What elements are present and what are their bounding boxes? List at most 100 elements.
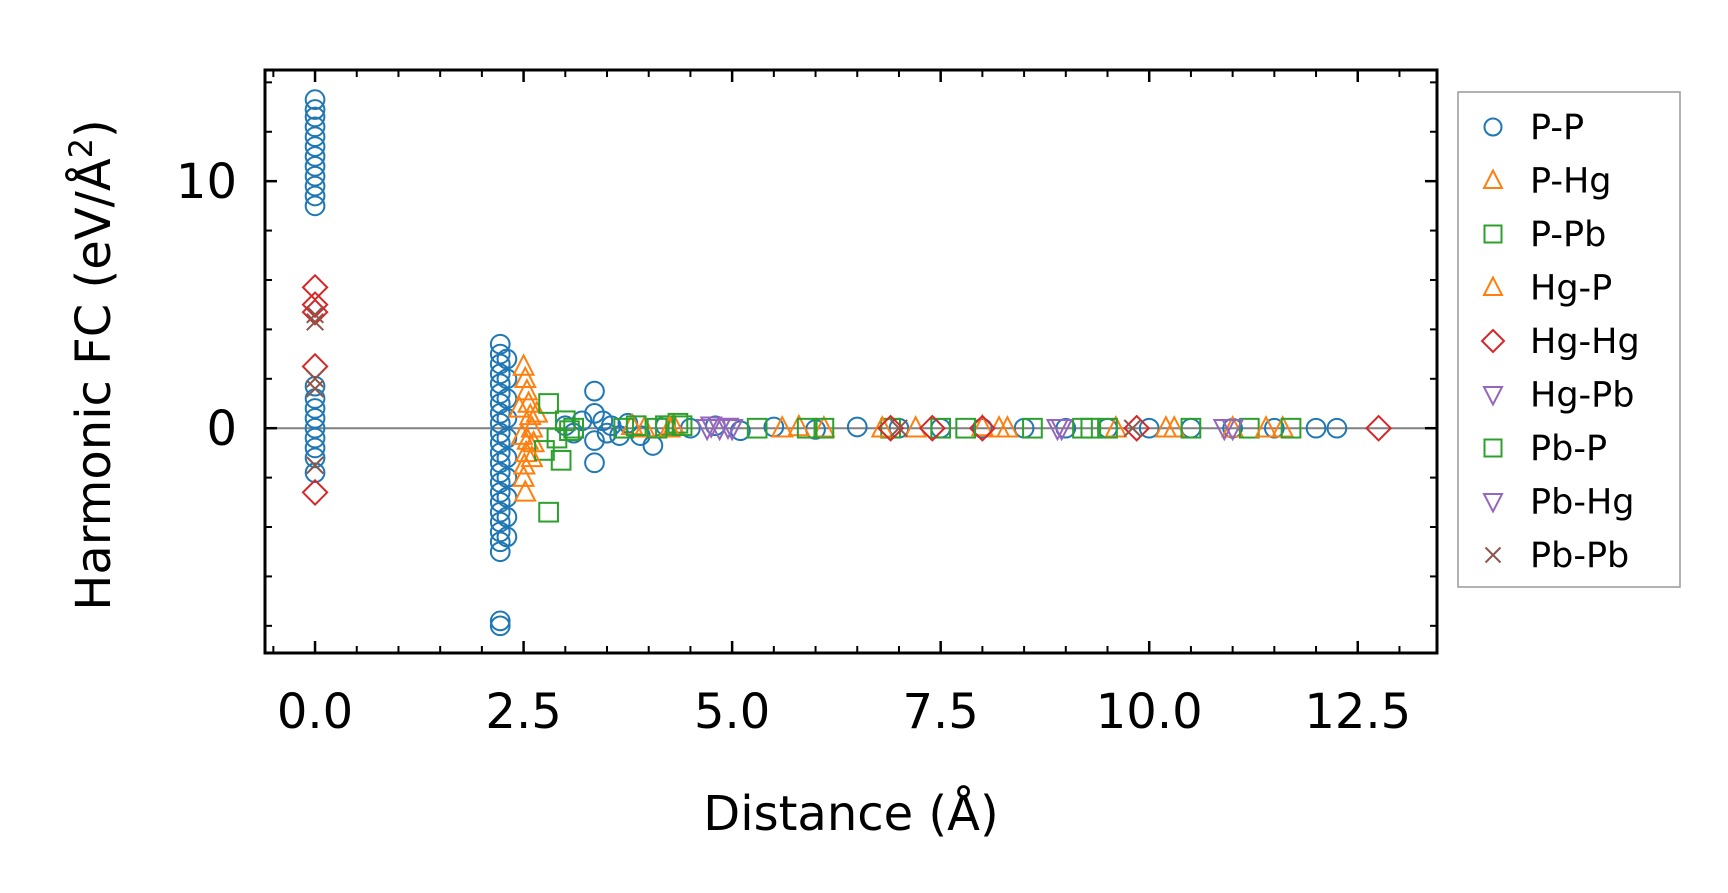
data-point — [516, 427, 540, 450]
x-tick-label: 7.5 — [903, 684, 979, 740]
legend-marker — [1483, 224, 1503, 244]
series-hg-hg — [301, 273, 1393, 506]
data-point — [625, 415, 647, 437]
legend-label: P-Pb — [1530, 215, 1606, 255]
x-tick-label: 12.5 — [1304, 684, 1411, 740]
data-point — [304, 407, 326, 429]
legend-entry-pb-p: Pb-P — [1483, 429, 1607, 469]
data-point — [306, 369, 325, 388]
data-point — [489, 343, 511, 365]
data-point — [301, 478, 329, 506]
data-point — [1080, 417, 1102, 439]
data-point — [496, 388, 518, 409]
x-tick-label: 10.0 — [1096, 684, 1203, 740]
x-tick-label: 5.0 — [694, 684, 770, 740]
data-point — [304, 398, 326, 419]
data-point — [970, 413, 994, 437]
data-point — [512, 452, 536, 475]
legend-marker — [1480, 328, 1506, 354]
data-point — [1022, 417, 1043, 439]
data-point — [304, 136, 326, 157]
plot-frame — [263, 68, 1439, 655]
data-point — [304, 155, 326, 177]
data-point — [304, 106, 326, 128]
data-point — [1305, 417, 1327, 439]
legend-label: Hg-P — [1530, 269, 1612, 309]
data-point — [955, 417, 977, 439]
legend-entry-p-pb: P-Pb — [1483, 215, 1606, 255]
data-point — [301, 352, 329, 380]
data-point — [812, 415, 836, 438]
data-point — [972, 417, 993, 439]
data-point — [304, 417, 326, 439]
legend-marker — [1484, 546, 1502, 564]
data-point — [520, 444, 544, 468]
legend-label: Hg-Hg — [1530, 322, 1640, 362]
legend-entry-pb-hg: Pb-Hg — [1482, 483, 1635, 523]
data-point — [1238, 417, 1260, 439]
data-point — [496, 447, 518, 469]
data-point — [512, 353, 536, 376]
data-point — [489, 610, 511, 632]
data-point — [930, 417, 952, 439]
data-point — [304, 99, 326, 120]
data-point — [1221, 418, 1245, 442]
data-point — [489, 615, 511, 637]
data-point — [546, 427, 568, 449]
data-point — [515, 377, 539, 401]
data-point — [870, 415, 894, 438]
y-axis-label: Harmonic FC (eV/Å2) — [62, 119, 122, 611]
legend-label: P-P — [1530, 108, 1584, 148]
data-point — [304, 195, 326, 217]
data-point — [510, 422, 534, 445]
data-point — [1180, 417, 1202, 439]
legend-entry-hg-pb: Hg-Pb — [1482, 376, 1635, 416]
legend-marker — [1482, 168, 1504, 189]
data-point — [716, 417, 740, 441]
data-point — [306, 313, 325, 331]
data-point — [304, 375, 326, 397]
data-point — [496, 487, 518, 508]
data-point — [1263, 417, 1285, 439]
data-point — [613, 417, 635, 439]
series-p-hg — [512, 353, 1295, 502]
data-point — [496, 506, 518, 528]
data-point — [304, 126, 326, 148]
data-point — [496, 526, 518, 548]
data-point — [1154, 415, 1178, 438]
series-pb-pb — [306, 305, 1142, 475]
data-point — [304, 165, 326, 187]
data-point — [538, 501, 559, 523]
data-point — [489, 531, 511, 553]
data-point — [301, 298, 329, 326]
data-point — [1104, 415, 1128, 438]
data-point — [513, 479, 537, 502]
data-point — [746, 417, 768, 439]
data-point — [890, 419, 908, 438]
data-point — [496, 407, 518, 429]
data-point — [699, 416, 723, 439]
data-point — [720, 418, 744, 442]
x-tick-label: 2.5 — [485, 684, 561, 740]
tick-labels: 0.0 2.5 5.0 7.5 10.0 12.5 0 10 — [176, 154, 1411, 740]
data-point — [496, 368, 518, 390]
legend-entry-p-p: P-P — [1483, 108, 1584, 148]
series-p-p — [304, 89, 1348, 637]
data-point — [671, 415, 693, 437]
legend-label: Pb-P — [1530, 429, 1607, 469]
data-point — [306, 456, 325, 475]
legend-marker — [1483, 117, 1503, 137]
data-point — [1365, 414, 1393, 442]
data-point — [796, 417, 818, 439]
y-tick-label: 10 — [176, 154, 237, 210]
data-point — [301, 291, 329, 319]
data-point — [304, 427, 326, 449]
data-point — [304, 437, 326, 459]
legend-marker — [1482, 275, 1504, 296]
data-point — [918, 414, 946, 442]
data-point — [813, 417, 835, 439]
data-point — [1271, 415, 1295, 438]
data-point — [1254, 415, 1278, 438]
data-point — [559, 420, 580, 442]
